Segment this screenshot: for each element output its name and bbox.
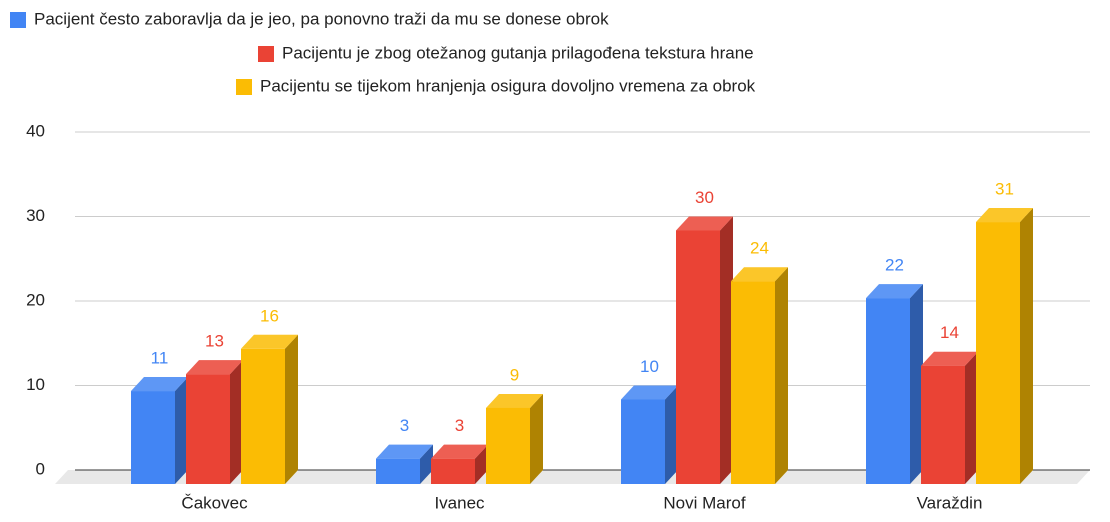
y-tick-label: 0 bbox=[36, 459, 45, 478]
value-label: 30 bbox=[695, 188, 714, 207]
bar bbox=[676, 216, 733, 484]
value-label: 31 bbox=[995, 180, 1014, 199]
y-tick-label: 10 bbox=[26, 375, 45, 394]
legend-label: Pacijent često zaboravlja da je jeo, pa … bbox=[34, 9, 609, 28]
y-tick-label: 30 bbox=[26, 206, 45, 225]
x-tick-label: Novi Marof bbox=[663, 493, 745, 512]
y-tick-label: 20 bbox=[26, 290, 45, 309]
bar bbox=[621, 385, 678, 484]
bar bbox=[431, 444, 488, 484]
value-label: 14 bbox=[940, 323, 959, 342]
x-tick-label: Ivanec bbox=[434, 493, 485, 512]
value-label: 24 bbox=[750, 239, 769, 258]
legend-swatch bbox=[236, 79, 252, 95]
bar bbox=[486, 393, 543, 484]
value-label: 3 bbox=[455, 416, 464, 435]
bar bbox=[376, 444, 433, 484]
y-tick-label: 40 bbox=[26, 121, 45, 140]
value-label: 3 bbox=[400, 416, 409, 435]
bar bbox=[186, 360, 243, 484]
value-label: 16 bbox=[260, 306, 279, 325]
value-label: 10 bbox=[640, 357, 659, 376]
legend-swatch bbox=[258, 46, 274, 62]
bar bbox=[241, 334, 298, 484]
bar bbox=[131, 377, 188, 484]
value-label: 22 bbox=[885, 256, 904, 275]
legend-label: Pacijentu se tijekom hranjenja osigura d… bbox=[260, 76, 756, 95]
bar bbox=[921, 351, 978, 484]
x-tick-label: Čakovec bbox=[181, 493, 248, 512]
bar bbox=[866, 284, 923, 484]
value-label: 13 bbox=[205, 332, 224, 351]
bar bbox=[976, 208, 1033, 485]
floor bbox=[55, 470, 1090, 484]
x-tick-label: Varaždin bbox=[917, 493, 983, 512]
bar bbox=[731, 267, 788, 484]
value-label: 9 bbox=[510, 365, 519, 384]
legend-label: Pacijentu je zbog otežanog gutanja prila… bbox=[282, 43, 754, 62]
value-label: 11 bbox=[151, 349, 169, 368]
legend-swatch bbox=[10, 12, 26, 28]
